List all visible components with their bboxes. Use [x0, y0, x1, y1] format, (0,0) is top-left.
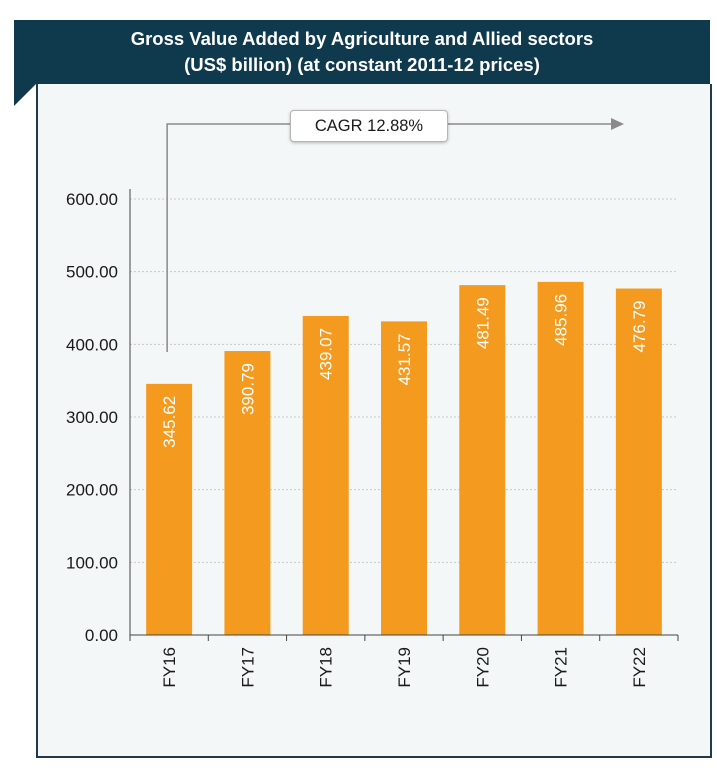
- bar: [459, 285, 506, 635]
- x-tick-label: FY16: [160, 647, 179, 688]
- y-tick-label: 200.00: [66, 481, 118, 500]
- bar-value-label: 390.79: [238, 363, 257, 415]
- x-tick-label: FY21: [552, 647, 571, 688]
- x-tick-label: FY20: [473, 647, 492, 688]
- cagr-arrow-head: [611, 118, 624, 130]
- bar: [146, 383, 193, 635]
- bar: [381, 321, 427, 635]
- x-tick-label: FY18: [317, 647, 336, 688]
- y-tick-label: 100.00: [66, 553, 118, 572]
- bar: [224, 351, 271, 635]
- title-bar-fold: [14, 84, 36, 106]
- y-tick-label: 400.00: [66, 335, 118, 354]
- cagr-arrow: [166, 118, 624, 352]
- bar-value-label: 345.62: [160, 396, 179, 448]
- bar: [302, 315, 349, 635]
- chart-title-line-1: Gross Value Added by Agriculture and All…: [130, 28, 594, 49]
- y-tick-label: 500.00: [66, 263, 118, 282]
- y-tick-label: 0.00: [85, 626, 118, 645]
- axes: 0.00 100.00 200.00 300.00 400.00 500.00 600.00…: [66, 189, 679, 688]
- bar-value-label: 485.96: [552, 294, 571, 346]
- chart-title-bar: Gross Value Added by Agriculture and All…: [14, 20, 710, 84]
- bar-value-label: 481.49: [473, 297, 492, 349]
- cagr-annotation: CAGR 12.88%: [290, 110, 448, 142]
- x-tick-label: FY19: [395, 647, 414, 688]
- y-tick-label: 300.00: [66, 408, 118, 427]
- bars: 345.62 390.79 439.07 431.57 481.49 485.96 476.…: [146, 281, 662, 635]
- chart-title-line-2: (US$ billion) (at constant 2011-12 price…: [184, 54, 540, 75]
- bar: [537, 281, 584, 635]
- chart-title: Gross Value Added by Agriculture and All…: [14, 26, 710, 78]
- x-tick-label: FY17: [238, 647, 257, 688]
- bar-value-label: 439.07: [317, 328, 336, 380]
- bar-value-label: 431.57: [395, 333, 414, 385]
- x-tick-label: FY22: [630, 647, 649, 688]
- cagr-arrow-line: [166, 123, 290, 352]
- y-tick-label: 600.00: [66, 190, 118, 209]
- bar: [615, 288, 662, 635]
- bar-value-label: 476.79: [630, 301, 649, 353]
